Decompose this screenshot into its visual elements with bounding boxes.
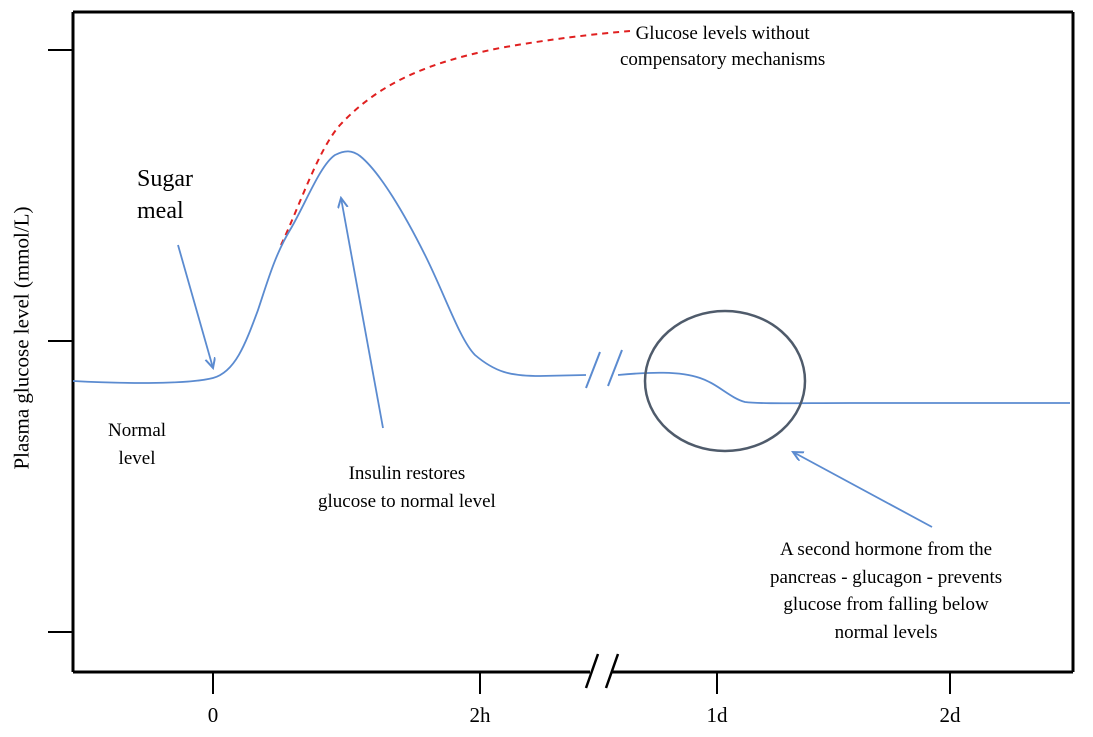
x-axis-break-2: [604, 653, 620, 689]
annotation-insulin: Insulin restores glucose to normal level: [318, 463, 496, 512]
x-tick-label-1d: 1d: [706, 703, 728, 727]
curve-break-2: [607, 349, 623, 387]
x-tick-label-0: 0: [207, 703, 219, 727]
series-glucose-long-term: [617, 371, 1070, 405]
curve-break-1: [585, 351, 601, 389]
annotation-normal-level: Normal level: [108, 420, 167, 469]
series-without-compensation: [280, 30, 631, 246]
series-glucose-short-term: [72, 150, 587, 384]
glucagon-highlight-circle: [643, 309, 807, 453]
annotation-without-compensation: Glucose levels without compensatory mech…: [620, 23, 826, 70]
annotation-sugar-meal: Sugar meal: [137, 166, 193, 225]
x-tick-label-2h: 2h: [469, 703, 491, 727]
y-axis-label: Plasma glucose level (mmol/L): [9, 206, 34, 470]
x-tick-label-2d: 2d: [939, 703, 961, 727]
arrow-insulin: [341, 198, 384, 429]
x-axis-break-1: [584, 653, 600, 689]
annotation-glucagon: A second hormone from the pancreas - glu…: [770, 539, 1003, 643]
arrow-sugar-meal: [177, 244, 213, 368]
arrow-glucagon: [793, 452, 933, 528]
